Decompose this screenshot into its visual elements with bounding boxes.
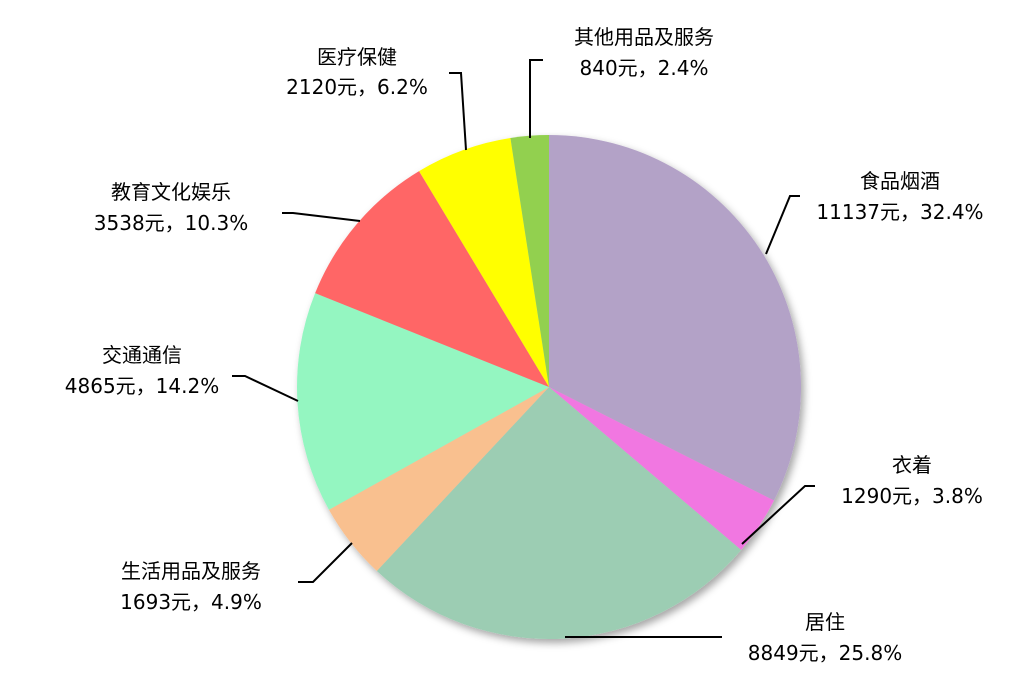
slice-name-label: 医疗保健 xyxy=(317,45,397,69)
slice-name-label: 其他用品及服务 xyxy=(574,25,714,49)
leader-line xyxy=(741,485,815,545)
pie-slice xyxy=(510,135,549,387)
leader-line xyxy=(529,59,543,138)
slice-name-label: 居住 xyxy=(805,610,845,634)
pie-slice xyxy=(549,387,774,551)
slice-name-label: 生活用品及服务 xyxy=(121,559,261,583)
leader-line xyxy=(765,195,800,255)
pie-slice xyxy=(296,293,549,510)
slice-name-label: 交通通信 xyxy=(102,343,182,367)
slice-value-label: 2120元，6.2% xyxy=(286,75,428,99)
slice-value-label: 1693元，4.9% xyxy=(120,590,262,614)
leader-line xyxy=(298,542,353,583)
slice-name-label: 教育文化娱乐 xyxy=(111,180,231,204)
slice-value-label: 11137元，32.4% xyxy=(816,200,983,224)
leader-line xyxy=(232,375,299,402)
slice-name-label: 衣着 xyxy=(892,453,932,477)
pie-slice xyxy=(376,387,742,639)
slice-name-label: 食品烟酒 xyxy=(860,169,940,193)
leader-lines xyxy=(232,59,815,638)
slice-value-label: 8849元，25.8% xyxy=(748,641,902,665)
leader-line xyxy=(449,72,467,151)
leader-line xyxy=(282,212,361,222)
data-labels: 食品烟酒 11137元，32.4% 衣着 1290元，3.8% 居住 8849元，25.8… xyxy=(65,25,984,665)
pie-slices xyxy=(296,135,802,639)
slice-value-label: 840元，2.4% xyxy=(580,56,709,80)
pie-slice xyxy=(419,137,549,387)
slice-value-label: 1290元，3.8% xyxy=(841,484,983,508)
slice-value-label: 4865元，14.2% xyxy=(65,374,219,398)
pie-slice xyxy=(328,387,549,572)
pie-slice xyxy=(315,171,549,387)
slice-value-label: 3538元，10.3% xyxy=(94,211,248,235)
pie-slice xyxy=(549,135,802,501)
